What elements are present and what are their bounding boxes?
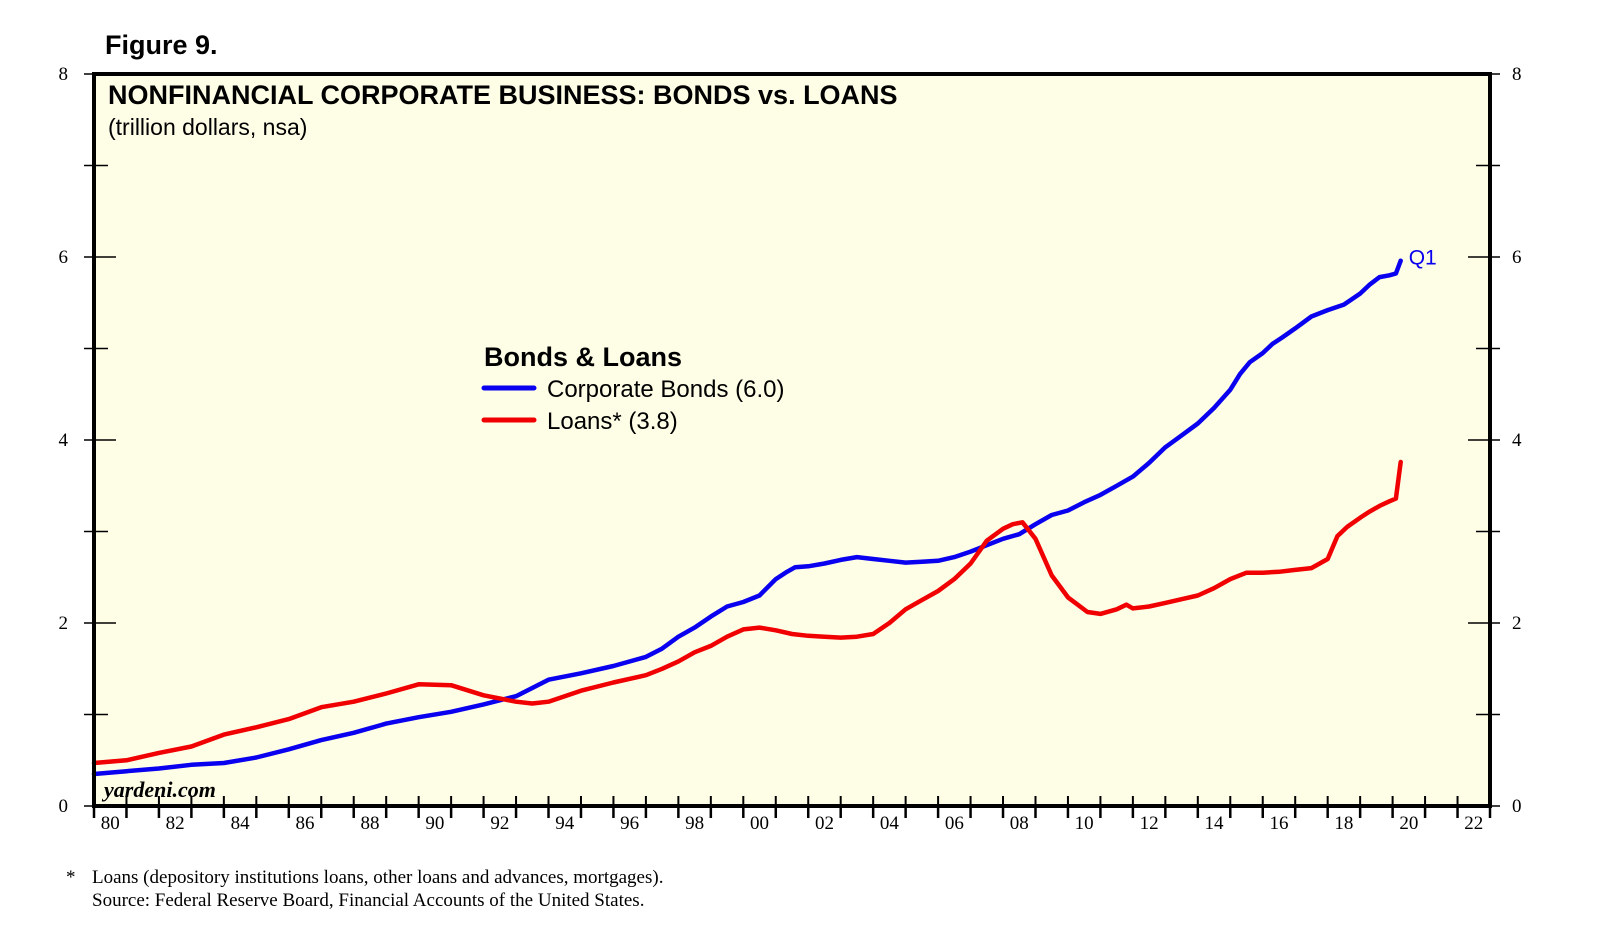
- series-line-bonds: [91, 258, 1403, 777]
- y-tick-label-right: 2: [1512, 613, 1522, 634]
- legend: Bonds & Loans Corporate Bonds (6.0) Loan…: [481, 342, 784, 435]
- x-tick-label: 82: [166, 813, 185, 834]
- x-tick-label: 22: [1464, 813, 1483, 834]
- y-axis-left-labels: 0 2 4 6 8: [59, 64, 69, 817]
- x-tick-label: 08: [1010, 813, 1029, 834]
- chart-title: NONFINANCIAL CORPORATE BUSINESS: BONDS v…: [108, 80, 898, 110]
- watermark: yardeni.com: [101, 777, 216, 802]
- footnote: * Loans (depository institutions loans, o…: [66, 866, 663, 912]
- x-tick-label: 88: [360, 813, 379, 834]
- series-line-loans: [91, 459, 1403, 766]
- plot-frame: [92, 72, 1492, 808]
- x-tick-label: 06: [945, 813, 964, 834]
- x-tick-label: 96: [620, 813, 639, 834]
- x-tick-label: 10: [1075, 813, 1094, 834]
- y-tick-label-right: 0: [1512, 796, 1522, 817]
- x-tick-label: 90: [425, 813, 444, 834]
- x-tick-label: 04: [880, 813, 900, 834]
- x-tick-label: 92: [490, 813, 509, 834]
- x-tick-label: 00: [750, 813, 769, 834]
- y-tick-label-right: 4: [1512, 430, 1522, 451]
- footnote-line-1: * Loans (depository institutions loans, o…: [66, 866, 663, 889]
- chart-subtitle: (trillion dollars, nsa): [108, 114, 307, 140]
- x-axis-labels: 80 82 84 86 88 90 92 94 96 98 00 02 04 06 08 10 12 14 16 18…: [101, 813, 1484, 834]
- plot-background: [94, 74, 1490, 806]
- y-tick-label-left: 0: [59, 796, 69, 817]
- x-tick-label: 86: [296, 813, 315, 834]
- x-tick-label: 18: [1334, 813, 1353, 834]
- footnote-text: Loans (depository institutions loans, ot…: [92, 867, 664, 888]
- series-layer: [91, 258, 1403, 777]
- x-tick-label: 12: [1140, 813, 1159, 834]
- legend-title: Bonds & Loans: [484, 342, 682, 372]
- footnote-marker: *: [66, 867, 76, 888]
- y-tick-label-left: 6: [59, 247, 69, 268]
- x-tick-label: 20: [1399, 813, 1418, 834]
- x-tick-label: 94: [555, 813, 575, 834]
- annotation-q1: Q1: [1409, 247, 1437, 270]
- y-tick-label-left: 2: [59, 613, 69, 634]
- y-tick-label-left: 8: [59, 64, 69, 85]
- y-axis-right-labels: 0 2 4 6 8: [1512, 64, 1522, 817]
- x-tick-label: 80: [101, 813, 120, 834]
- x-tick-label: 02: [815, 813, 834, 834]
- legend-entry-bonds: Corporate Bonds (6.0): [547, 376, 784, 403]
- y-tick-label-right: 6: [1512, 247, 1522, 268]
- legend-entry-loans: Loans* (3.8): [547, 408, 678, 435]
- x-tick-label: 16: [1269, 813, 1288, 834]
- y-tick-label-left: 4: [59, 430, 69, 451]
- figure-label: Figure 9.: [105, 30, 218, 60]
- y-tick-label-right: 8: [1512, 64, 1522, 85]
- x-tick-label: 14: [1205, 813, 1225, 834]
- x-tick-label: 98: [685, 813, 704, 834]
- footnote-line-2: Source: Federal Reserve Board, Financial…: [92, 890, 645, 911]
- x-tick-label: 84: [231, 813, 251, 834]
